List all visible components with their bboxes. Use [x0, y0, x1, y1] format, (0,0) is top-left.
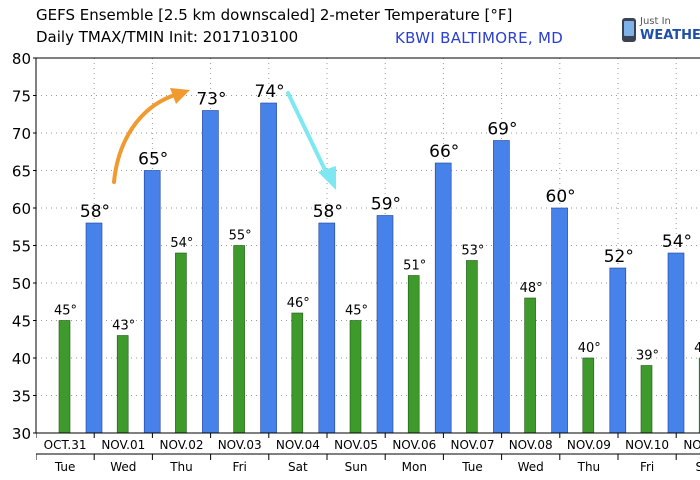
station-label: KBWI BALTIMORE, MD — [395, 29, 564, 47]
tmax-bar — [493, 140, 510, 434]
tmin-bar — [233, 245, 245, 434]
tmin-label: 40° — [578, 341, 601, 356]
tmax-bar — [260, 102, 277, 434]
y-tick-label: 35 — [12, 388, 31, 406]
tmin-bar — [58, 320, 71, 434]
tmax-label: 54° — [662, 232, 692, 252]
tmax-bar — [434, 162, 452, 434]
tmin-bar — [640, 365, 653, 434]
x-date-label: NOV.09 — [567, 438, 611, 452]
y-axis: 30 35 40 45 50 55 60 65 70 75 80 — [12, 50, 700, 443]
tmax-label: 58° — [80, 202, 110, 222]
x-weekday-label: Thu — [169, 460, 193, 474]
tmax-label: 59° — [371, 195, 401, 215]
tmin-label: 43° — [112, 319, 135, 334]
tmin-label: 51° — [403, 259, 426, 274]
x-weekday-label: Wed — [110, 460, 136, 474]
tmin-label: 45° — [54, 304, 77, 319]
x-date-label: NOV.08 — [509, 438, 553, 452]
tmax-bar — [143, 170, 161, 434]
tmax-label: 60° — [546, 187, 576, 207]
tmin-bar — [349, 320, 362, 434]
y-tick-label: 65 — [12, 163, 31, 181]
tmin-label: 39° — [636, 349, 659, 364]
tmin-bar — [116, 335, 129, 434]
x-date-label: NOV.10 — [625, 438, 669, 452]
chart-subtitle: Daily TMAX/TMIN Init: 2017103100 — [36, 28, 299, 46]
bar-labels: 45° 43° 54° 55° 46° 45° 51° 53° 48° 40° 39° 40° 58° 6… — [54, 82, 700, 364]
tmax-label: 66° — [429, 142, 459, 162]
tmin-bar — [291, 312, 304, 434]
x-weekday-label: Fri — [233, 460, 247, 474]
x-date-label: OCT.31 — [44, 438, 87, 452]
tmin-bar — [175, 252, 187, 434]
y-tick-label: 30 — [12, 425, 31, 443]
y-tick-label: 45 — [12, 313, 31, 331]
x-date-label: NOV.03 — [218, 438, 262, 452]
tmax-bar — [609, 267, 627, 434]
chart-title: GEFS Ensemble [2.5 km downscaled] 2-mete… — [36, 6, 513, 24]
tmax-bar — [551, 207, 568, 434]
tmax-label: 69° — [487, 120, 517, 140]
y-tick-label: 80 — [12, 50, 31, 68]
tmax-label: 65° — [138, 150, 168, 170]
y-tick-label: 40 — [12, 350, 31, 368]
tmin-bar — [524, 297, 536, 434]
x-date-label: NOV.02 — [160, 438, 204, 452]
arrow-down-head-icon — [318, 166, 336, 190]
tmax-bar — [376, 215, 394, 434]
grid-lines — [36, 58, 700, 433]
tmin-label: 45° — [345, 304, 368, 319]
x-weekday-label: Wed — [518, 460, 544, 474]
y-tick-label: 75 — [12, 88, 31, 106]
y-tick-label: 55 — [12, 238, 31, 256]
y-tick-label: 50 — [12, 275, 31, 293]
tmin-label: 54° — [170, 236, 193, 251]
x-date-label: NOV.11 — [683, 438, 700, 452]
x-weekday-label: Mon — [402, 460, 427, 474]
x-weekday-label: Fri — [640, 460, 654, 474]
logo: Just In WEATHER — [618, 14, 700, 48]
x-weekday-label: Tue — [54, 460, 76, 474]
tmax-label: 74° — [255, 82, 285, 102]
x-date-label: NOV.06 — [392, 438, 436, 452]
x-date-label: NOV.05 — [334, 438, 378, 452]
x-weekday-label: Sun — [345, 460, 368, 474]
tmin-label: 55° — [229, 229, 252, 244]
logo-text-top: Just In — [640, 16, 671, 27]
tmax-bar — [85, 222, 103, 434]
tmax-label: 73° — [196, 90, 226, 110]
x-date-label: NOV.04 — [276, 438, 320, 452]
arrow-up-head-icon — [170, 88, 190, 104]
trend-arrows — [112, 88, 336, 190]
tmax-bar — [202, 110, 219, 434]
arrow-up-icon — [112, 94, 174, 184]
tmax-label: 58° — [313, 202, 343, 222]
y-tick-label: 60 — [12, 200, 31, 218]
arrow-down-icon — [286, 91, 328, 174]
x-date-label: NOV.01 — [101, 438, 145, 452]
bars — [58, 102, 700, 434]
tmin-bar — [582, 357, 595, 434]
tmax-bar — [318, 222, 336, 434]
x-date-label: NOV.07 — [451, 438, 495, 452]
tmin-label: 40° — [694, 341, 700, 356]
x-weekday-label: Sat — [288, 460, 308, 474]
phone-icon — [622, 18, 636, 42]
tmin-label: 53° — [461, 244, 484, 259]
y-tick-label: 70 — [12, 125, 31, 143]
x-weekday-label: Thu — [577, 460, 601, 474]
tmin-bar — [466, 260, 478, 434]
tmax-bar — [667, 252, 685, 434]
x-axis: OCT.31 Tue NOV.01 Wed NOV.02 Thu NOV.03 Fri NOV.… — [36, 432, 700, 474]
x-weekday-label: Tue — [461, 460, 483, 474]
logo-text-bottom: WEATHER — [640, 28, 700, 43]
tmin-bar — [407, 275, 420, 434]
tmin-label: 48° — [520, 281, 543, 296]
tmax-label: 52° — [604, 247, 634, 267]
tmin-label: 46° — [287, 296, 310, 311]
x-weekday-label: Sat — [695, 460, 700, 474]
